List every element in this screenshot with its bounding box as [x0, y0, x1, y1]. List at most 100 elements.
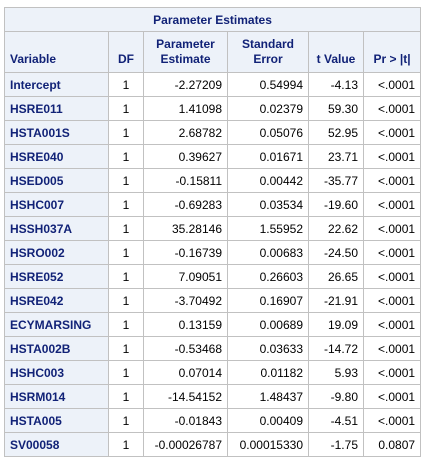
row-standard-error: 0.00409	[227, 408, 309, 433]
row-variable-name: HSRM014	[4, 384, 109, 409]
row-t-value: -19.60	[308, 192, 364, 217]
row-p-value: <.0001	[362, 96, 422, 121]
row-standard-error: 0.16907	[227, 288, 309, 313]
row-df: 1	[108, 216, 144, 241]
row-t-value: 26.65	[308, 264, 364, 289]
row-variable-name: HSRE040	[4, 144, 109, 169]
row-variable-name: Intercept	[4, 72, 109, 97]
row-parameter-estimate: 7.09051	[143, 264, 228, 289]
row-p-value: <.0001	[362, 216, 422, 241]
row-p-value: <.0001	[362, 408, 422, 433]
table-row: HSRE011 1 1.41098 0.02379 59.30 <.0001	[4, 96, 422, 121]
row-p-value: <.0001	[362, 168, 422, 193]
row-df: 1	[108, 264, 144, 289]
header-estimate-line1: Parameter	[156, 37, 215, 51]
row-standard-error: 1.55952	[227, 216, 309, 241]
header-p-value: Pr > |t|	[362, 31, 422, 73]
row-df: 1	[108, 240, 144, 265]
row-df: 1	[108, 144, 144, 169]
row-p-value: <.0001	[362, 240, 422, 265]
table-body: Intercept 1 -2.27209 0.54994 -4.13 <.0001 HSRE…	[4, 72, 422, 457]
row-standard-error: 0.03534	[227, 192, 309, 217]
row-standard-error: 0.01671	[227, 144, 309, 169]
row-parameter-estimate: -0.53468	[143, 336, 228, 361]
row-standard-error: 0.01182	[227, 360, 309, 385]
row-parameter-estimate: -14.54152	[143, 384, 228, 409]
row-p-value: 0.0807	[362, 432, 422, 457]
row-standard-error: 0.02379	[227, 96, 309, 121]
row-df: 1	[108, 168, 144, 193]
table-row: ECYMARSING 1 0.13159 0.00689 19.09 <.0001	[4, 312, 422, 337]
row-p-value: <.0001	[362, 384, 422, 409]
row-df: 1	[108, 408, 144, 433]
row-variable-name: ECYMARSING	[4, 312, 109, 337]
table-row: HSTA005 1 -0.01843 0.00409 -4.51 <.0001	[4, 408, 422, 433]
row-standard-error: 0.00683	[227, 240, 309, 265]
row-df: 1	[108, 288, 144, 313]
table-row: HSSH037A 1 35.28146 1.55952 22.62 <.0001	[4, 216, 422, 241]
row-parameter-estimate: 35.28146	[143, 216, 228, 241]
row-standard-error: 0.05076	[227, 120, 309, 145]
header-parameter-estimate: Parameter Estimate	[143, 31, 228, 73]
row-p-value: <.0001	[362, 72, 422, 97]
row-variable-name: HSTA005	[4, 408, 109, 433]
row-variable-name: HSED005	[4, 168, 109, 193]
row-t-value: 59.30	[308, 96, 364, 121]
row-variable-name: HSRE011	[4, 96, 109, 121]
row-variable-name: HSRE042	[4, 288, 109, 313]
row-variable-name: HSHC007	[4, 192, 109, 217]
row-parameter-estimate: 0.13159	[143, 312, 228, 337]
row-p-value: <.0001	[362, 192, 422, 217]
row-variable-name: HSTA002B	[4, 336, 109, 361]
row-parameter-estimate: -0.01843	[143, 408, 228, 433]
table-row: Intercept 1 -2.27209 0.54994 -4.13 <.0001	[4, 72, 422, 97]
header-stderr-line2: Error	[253, 52, 283, 66]
row-t-value: -4.13	[308, 72, 364, 97]
row-variable-name: HSRO002	[4, 240, 109, 265]
header-variable: Variable	[4, 31, 109, 73]
table-row: HSTA002B 1 -0.53468 0.03633 -14.72 <.0001	[4, 336, 422, 361]
table-row: HSRM014 1 -14.54152 1.48437 -9.80 <.0001	[4, 384, 422, 409]
row-df: 1	[108, 432, 144, 457]
row-standard-error: 0.00689	[227, 312, 309, 337]
row-df: 1	[108, 312, 144, 337]
row-t-value: 19.09	[308, 312, 364, 337]
row-df: 1	[108, 336, 144, 361]
row-variable-name: HSHC003	[4, 360, 109, 385]
row-p-value: <.0001	[362, 144, 422, 169]
row-t-value: -24.50	[308, 240, 364, 265]
row-variable-name: HSTA001S	[4, 120, 109, 145]
row-p-value: <.0001	[362, 312, 422, 337]
row-parameter-estimate: -0.00026787	[143, 432, 228, 457]
header-standard-error: Standard Error	[227, 31, 309, 73]
row-standard-error: 0.00442	[227, 168, 309, 193]
row-parameter-estimate: 0.07014	[143, 360, 228, 385]
row-t-value: 52.95	[308, 120, 364, 145]
table-row: HSRE040 1 0.39627 0.01671 23.71 <.0001	[4, 144, 422, 169]
row-parameter-estimate: -0.15811	[143, 168, 228, 193]
row-variable-name: SV00058	[4, 432, 109, 457]
row-parameter-estimate: -2.27209	[143, 72, 228, 97]
row-parameter-estimate: -0.16739	[143, 240, 228, 265]
row-t-value: -35.77	[308, 168, 364, 193]
row-parameter-estimate: 0.39627	[143, 144, 228, 169]
row-t-value: -21.91	[308, 288, 364, 313]
table-row: HSHC007 1 -0.69283 0.03534 -19.60 <.0001	[4, 192, 422, 217]
table-title: Parameter Estimates	[3, 7, 422, 32]
header-df: DF	[108, 31, 144, 73]
row-p-value: <.0001	[362, 360, 422, 385]
row-df: 1	[108, 192, 144, 217]
row-df: 1	[108, 72, 144, 97]
row-standard-error: 0.00015330	[227, 432, 309, 457]
row-df: 1	[108, 360, 144, 385]
table-row: SV00058 1 -0.00026787 0.00015330 -1.75 0.0807	[4, 432, 422, 457]
header-t-value: t Value	[308, 31, 364, 73]
row-standard-error: 0.03633	[227, 336, 309, 361]
parameter-estimates-table: Parameter Estimates Variable DF Paramete…	[3, 7, 422, 457]
table-row: HSRO002 1 -0.16739 0.00683 -24.50 <.0001	[4, 240, 422, 265]
table-row: HSTA001S 1 2.68782 0.05076 52.95 <.0001	[4, 120, 422, 145]
row-standard-error: 0.26603	[227, 264, 309, 289]
row-t-value: 5.93	[308, 360, 364, 385]
row-t-value: -4.51	[308, 408, 364, 433]
row-p-value: <.0001	[362, 288, 422, 313]
